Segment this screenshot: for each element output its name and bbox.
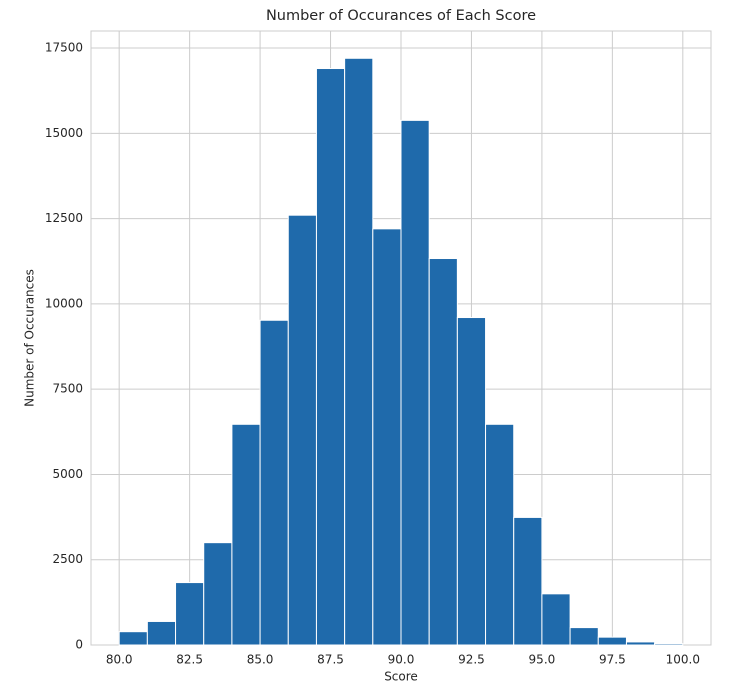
y-tick-label: 2500 xyxy=(52,552,83,566)
bar xyxy=(287,214,317,646)
bar xyxy=(259,319,289,646)
bar xyxy=(372,228,402,646)
bar xyxy=(456,317,487,646)
x-axis-label: Score xyxy=(384,670,418,684)
y-tick-label: 12500 xyxy=(45,211,83,225)
x-tick-label: 95.0 xyxy=(529,653,556,667)
y-tick-label: 10000 xyxy=(45,296,83,310)
bar xyxy=(344,57,374,646)
y-tick-label: 17500 xyxy=(45,41,83,55)
x-tick-label: 87.5 xyxy=(317,653,344,667)
y-tick-label: 5000 xyxy=(52,467,83,481)
bar xyxy=(175,582,205,646)
bar xyxy=(146,620,177,646)
bar xyxy=(485,423,515,646)
x-tick-label: 97.5 xyxy=(599,653,626,667)
bar xyxy=(625,641,656,646)
x-tick-label: 92.5 xyxy=(458,653,485,667)
bar xyxy=(400,119,430,646)
x-tick-label: 80.0 xyxy=(106,653,133,667)
bar xyxy=(569,627,599,646)
y-tick-label: 7500 xyxy=(52,382,83,396)
x-tick-label: 82.5 xyxy=(176,653,203,667)
y-tick-label: 0 xyxy=(75,638,83,652)
x-tick-label: 90.0 xyxy=(388,653,415,667)
bar xyxy=(428,258,458,646)
bar xyxy=(315,68,346,646)
bar xyxy=(118,631,148,646)
bar xyxy=(654,643,684,646)
bar xyxy=(203,542,233,646)
bar xyxy=(231,423,261,646)
bar xyxy=(513,516,543,646)
x-tick-label: 100.0 xyxy=(666,653,700,667)
x-tick-label: 85.0 xyxy=(247,653,274,667)
y-axis-label: Number of Occurances xyxy=(23,269,37,407)
chart-title: Number of Occurances of Each Score xyxy=(266,8,536,24)
y-tick-label: 15000 xyxy=(45,126,83,140)
bar xyxy=(597,636,627,646)
bar xyxy=(541,593,571,646)
